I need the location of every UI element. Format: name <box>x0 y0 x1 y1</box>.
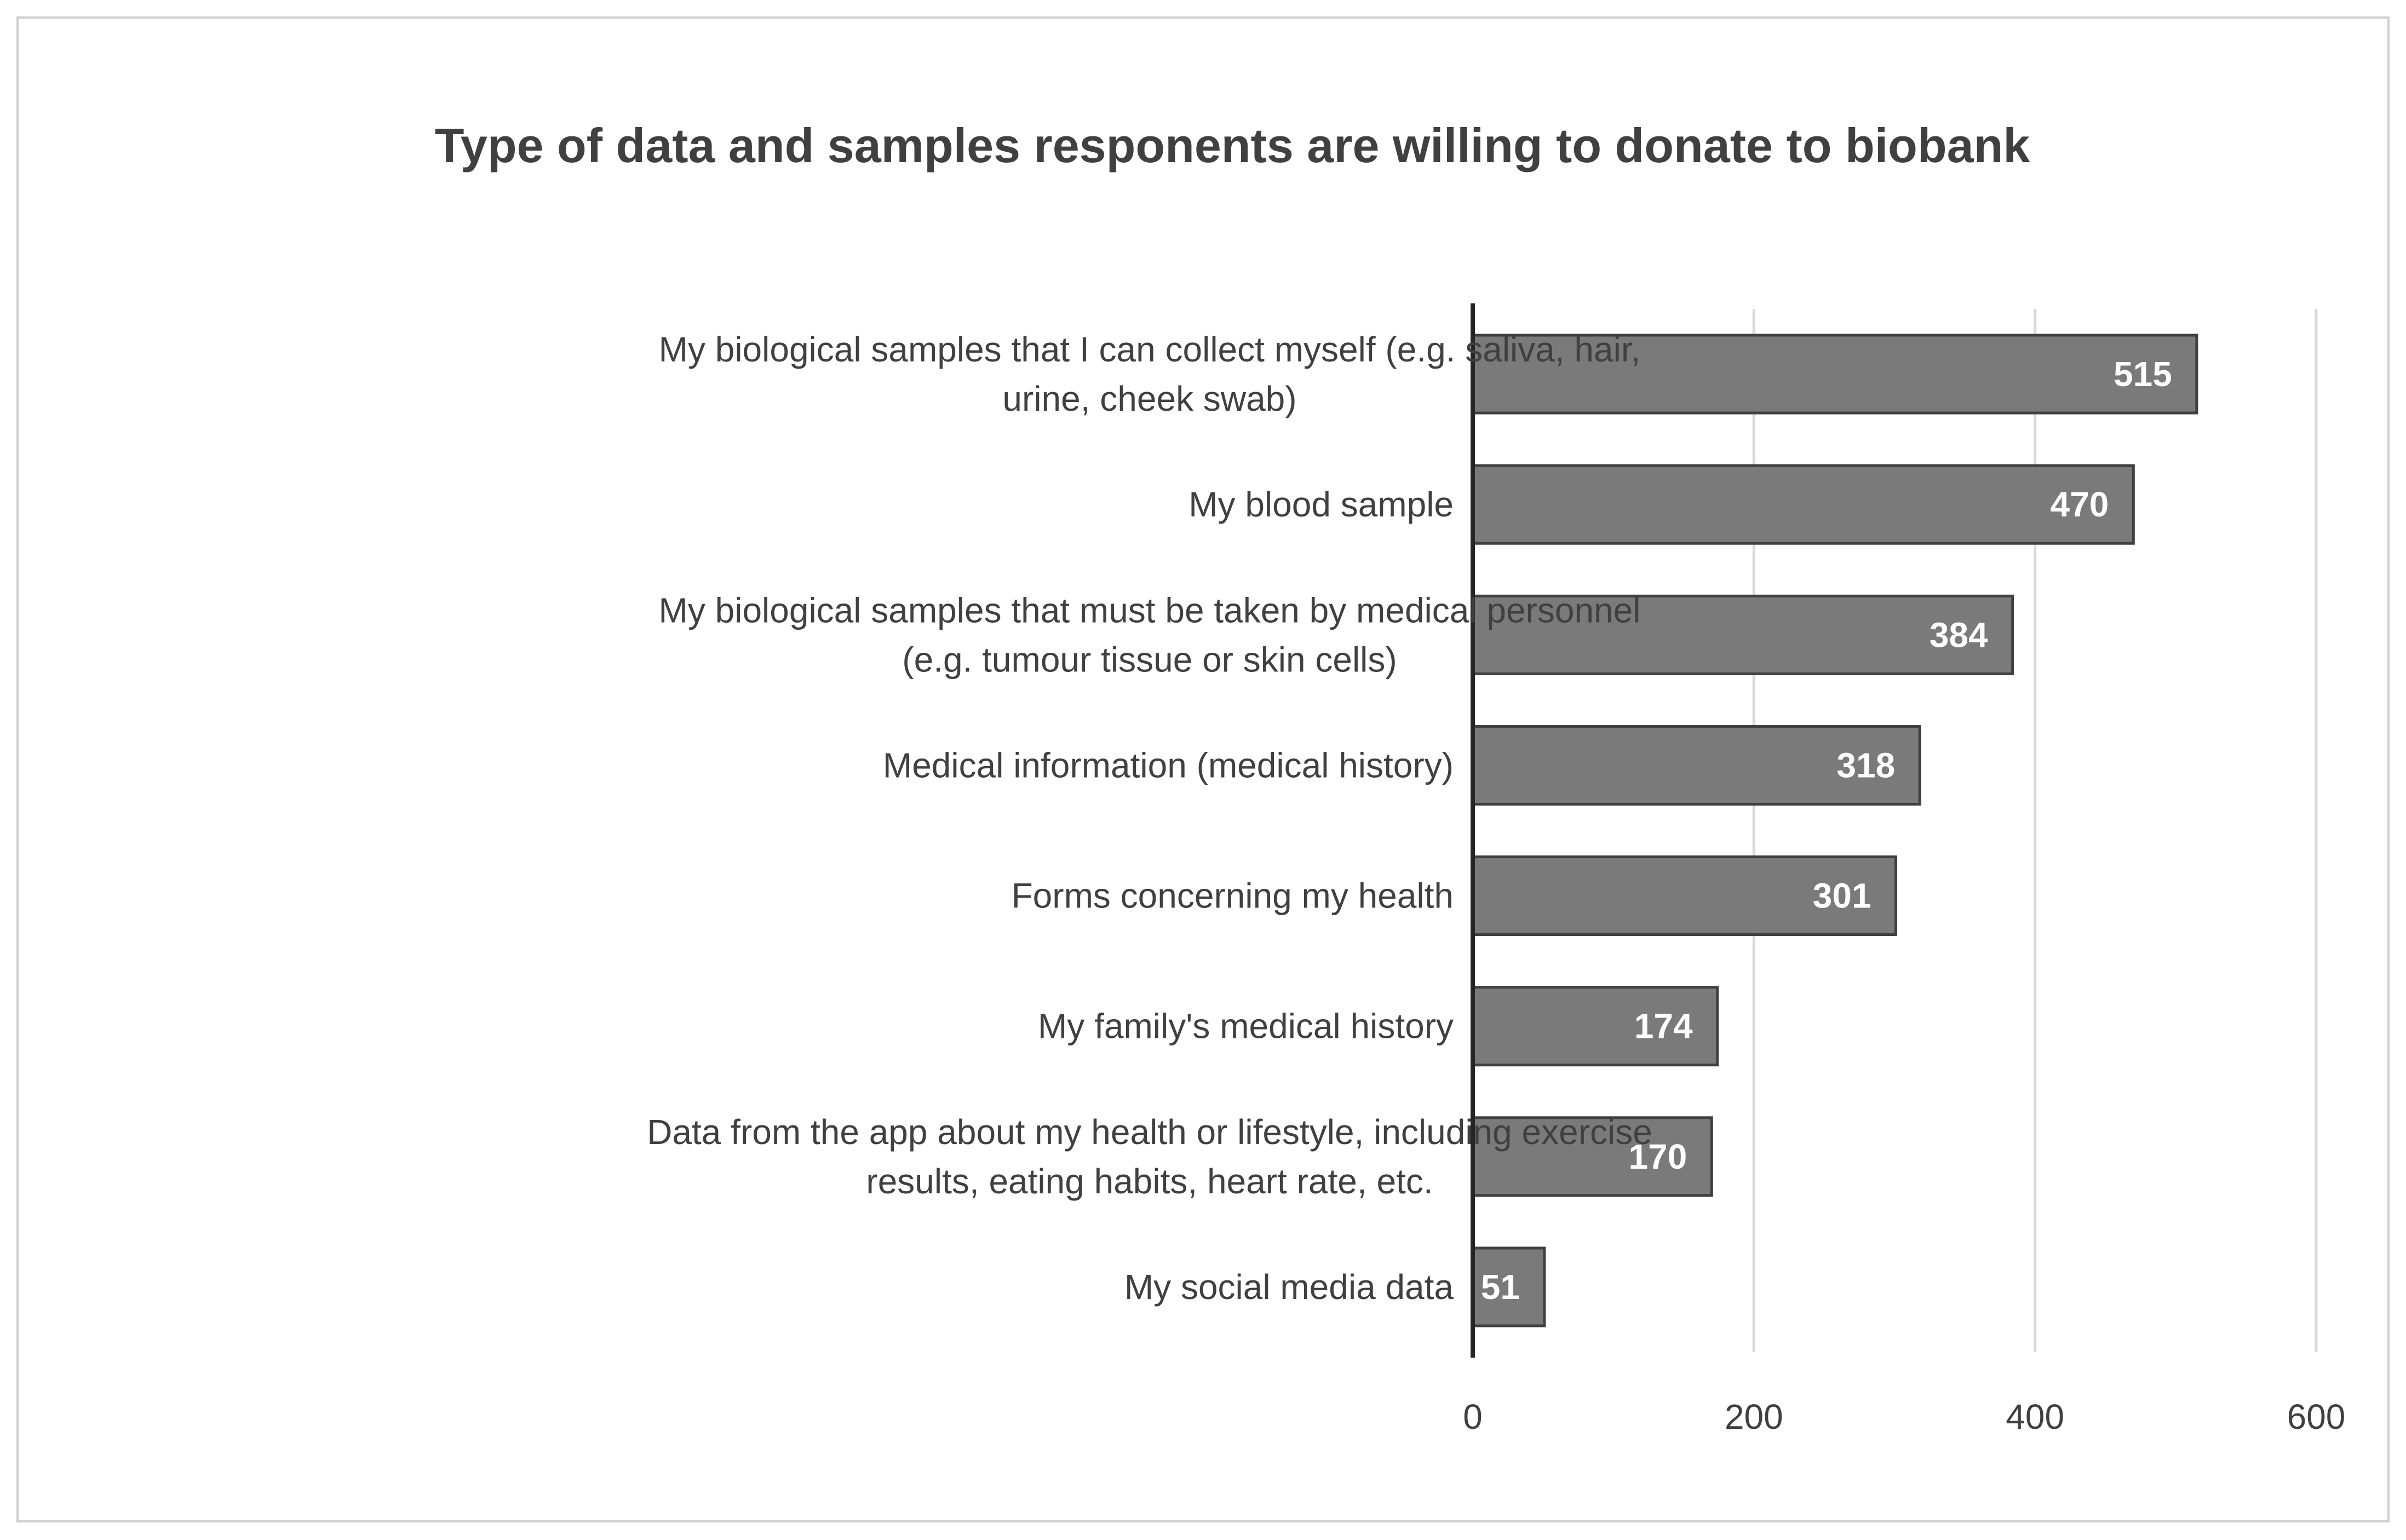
bar <box>1471 594 2014 675</box>
bar-value-label: 318 <box>1836 745 1895 785</box>
chart-frame: Type of data and samples responents are … <box>16 16 2390 1522</box>
bar-value-label: 515 <box>2114 354 2172 394</box>
bar <box>1471 1116 1713 1197</box>
bar-value-label: 174 <box>1634 1007 1693 1046</box>
category-label: Data from the app about my health or lif… <box>647 1112 1652 1201</box>
bar-value-label: 470 <box>2051 485 2109 524</box>
bar-value-label: 301 <box>1813 876 1871 916</box>
bar <box>1471 1246 1546 1328</box>
bar-value-label: 170 <box>1629 1137 1687 1176</box>
bar-value-label: 384 <box>1930 615 1988 654</box>
bar <box>1471 464 2135 545</box>
x-tick-label: 600 <box>2287 1397 2346 1436</box>
category-label: My family's medical history <box>1038 1007 1454 1046</box>
bar-value-label: 51 <box>1481 1267 1520 1307</box>
bar-chart: Type of data and samples responents are … <box>435 118 2346 1436</box>
bar <box>1471 725 1921 806</box>
chart-title: Type of data and samples responents are … <box>435 118 2031 173</box>
x-tick-labels: 0 200 400 600 <box>1463 1397 2345 1436</box>
category-label: Medical information (medical history) <box>883 745 1454 785</box>
category-label: My social media data <box>1124 1267 1454 1307</box>
x-tick-label: 0 <box>1463 1397 1483 1436</box>
category-label: Forms concerning my health <box>1012 876 1454 916</box>
x-tick-label: 400 <box>2006 1397 2064 1436</box>
bar <box>1471 986 1719 1067</box>
bar <box>1471 334 2198 415</box>
category-labels: My biological samples that I can collect… <box>647 330 1652 1307</box>
x-tick-label: 200 <box>1725 1397 1783 1436</box>
bar <box>1471 855 1898 936</box>
category-label: My biological samples that must be taken… <box>659 590 1641 679</box>
category-label: My biological samples that I can collect… <box>659 330 1641 418</box>
category-label: My blood sample <box>1188 485 1454 524</box>
bars: 515 470 384 318 301 174 170 51 <box>1471 334 2198 1328</box>
